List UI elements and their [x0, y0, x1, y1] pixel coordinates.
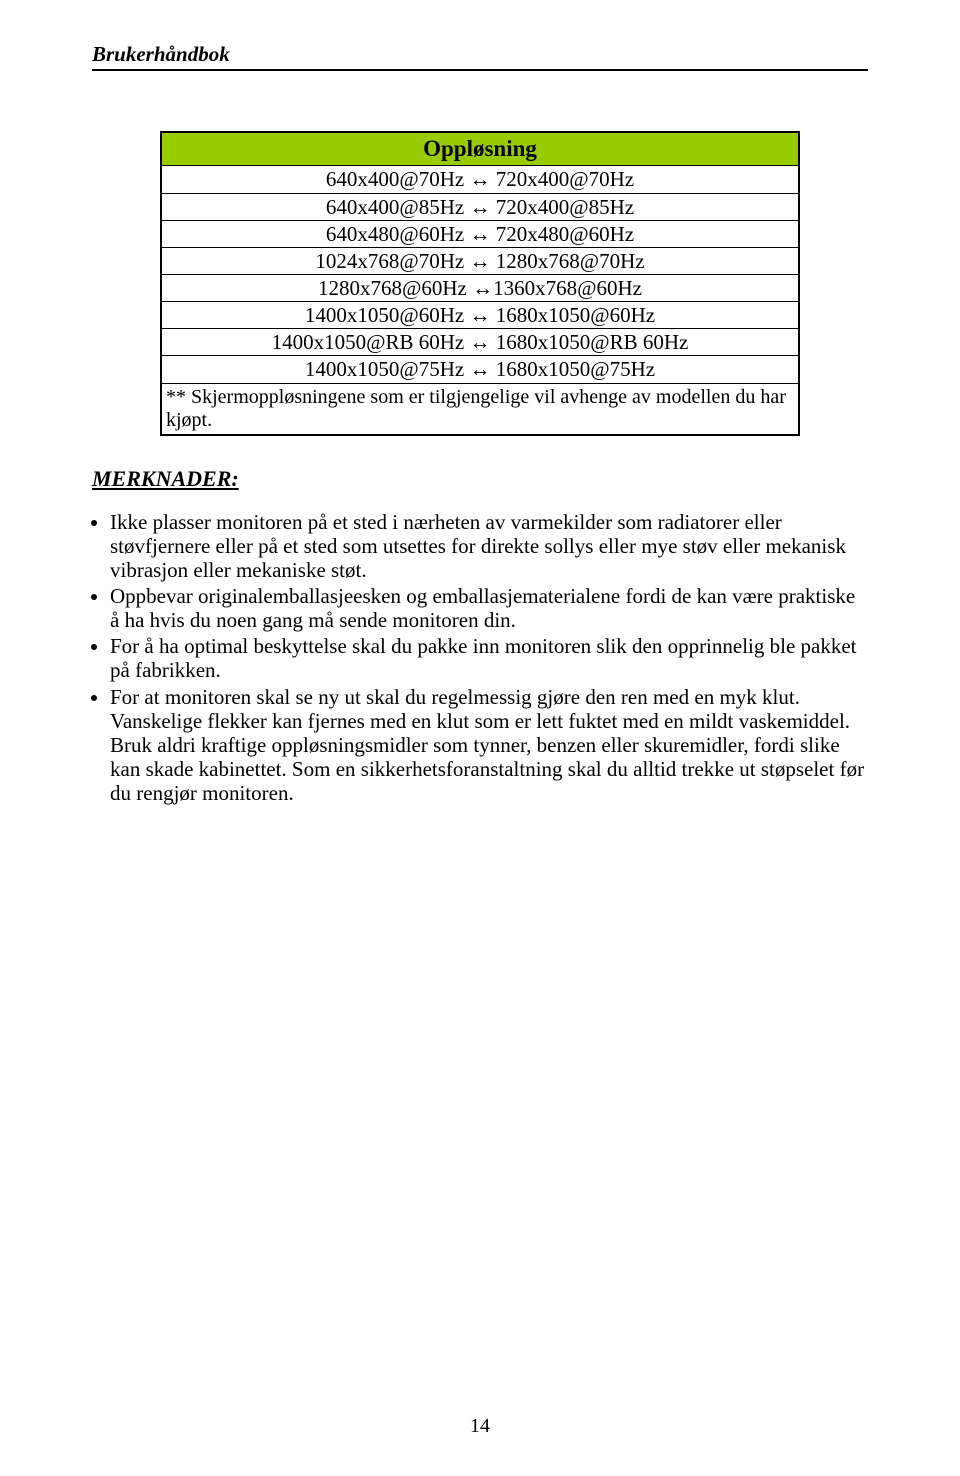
document-header-title: Brukerhåndbok	[92, 42, 868, 67]
table-cell: 1400x1050@RB 60Hz ↔ 1680x1050@RB 60Hz	[161, 329, 799, 356]
page: Brukerhåndbok Oppløsning 640x400@70Hz ↔ …	[0, 0, 960, 1476]
list-item: Ikke plasser monitoren på et sted i nærh…	[110, 510, 868, 582]
notes-list: Ikke plasser monitoren på et sted i nærh…	[92, 510, 868, 806]
table-cell: 1400x1050@60Hz ↔ 1680x1050@60Hz	[161, 302, 799, 329]
table-cell: 1024x768@70Hz ↔ 1280x768@70Hz	[161, 247, 799, 274]
table-cell: 640x400@85Hz ↔ 720x400@85Hz	[161, 193, 799, 220]
table-row: 1400x1050@RB 60Hz ↔ 1680x1050@RB 60Hz	[161, 329, 799, 356]
table-row: 1400x1050@75Hz ↔ 1680x1050@75Hz	[161, 356, 799, 383]
table-row: 1400x1050@60Hz ↔ 1680x1050@60Hz	[161, 302, 799, 329]
resolution-table: Oppløsning 640x400@70Hz ↔ 720x400@70Hz 6…	[160, 131, 800, 436]
list-item: For å ha optimal beskyttelse skal du pak…	[110, 634, 868, 682]
table-row: 640x480@60Hz ↔ 720x480@60Hz	[161, 220, 799, 247]
table-row: 1024x768@70Hz ↔ 1280x768@70Hz	[161, 247, 799, 274]
table-note-row: ** Skjermoppløsningene som er tilgjengel…	[161, 383, 799, 435]
notes-heading: MERKNADER:	[92, 466, 868, 492]
table-row: 640x400@85Hz ↔ 720x400@85Hz	[161, 193, 799, 220]
list-item: For at monitoren skal se ny ut skal du r…	[110, 685, 868, 806]
header-rule	[92, 69, 868, 71]
table-header-cell: Oppløsning	[161, 132, 799, 166]
table-cell: 640x400@70Hz ↔ 720x400@70Hz	[161, 166, 799, 193]
table-cell: 1280x768@60Hz ↔1360x768@60Hz	[161, 275, 799, 302]
table-row: 1280x768@60Hz ↔1360x768@60Hz	[161, 275, 799, 302]
table-cell: 1400x1050@75Hz ↔ 1680x1050@75Hz	[161, 356, 799, 383]
table-row: 640x400@70Hz ↔ 720x400@70Hz	[161, 166, 799, 193]
table-note-cell: ** Skjermoppløsningene som er tilgjengel…	[161, 383, 799, 435]
page-number: 14	[0, 1415, 960, 1438]
table-cell: 640x480@60Hz ↔ 720x480@60Hz	[161, 220, 799, 247]
list-item: Oppbevar originalemballasjeesken og emba…	[110, 584, 868, 632]
table-header-row: Oppløsning	[161, 132, 799, 166]
